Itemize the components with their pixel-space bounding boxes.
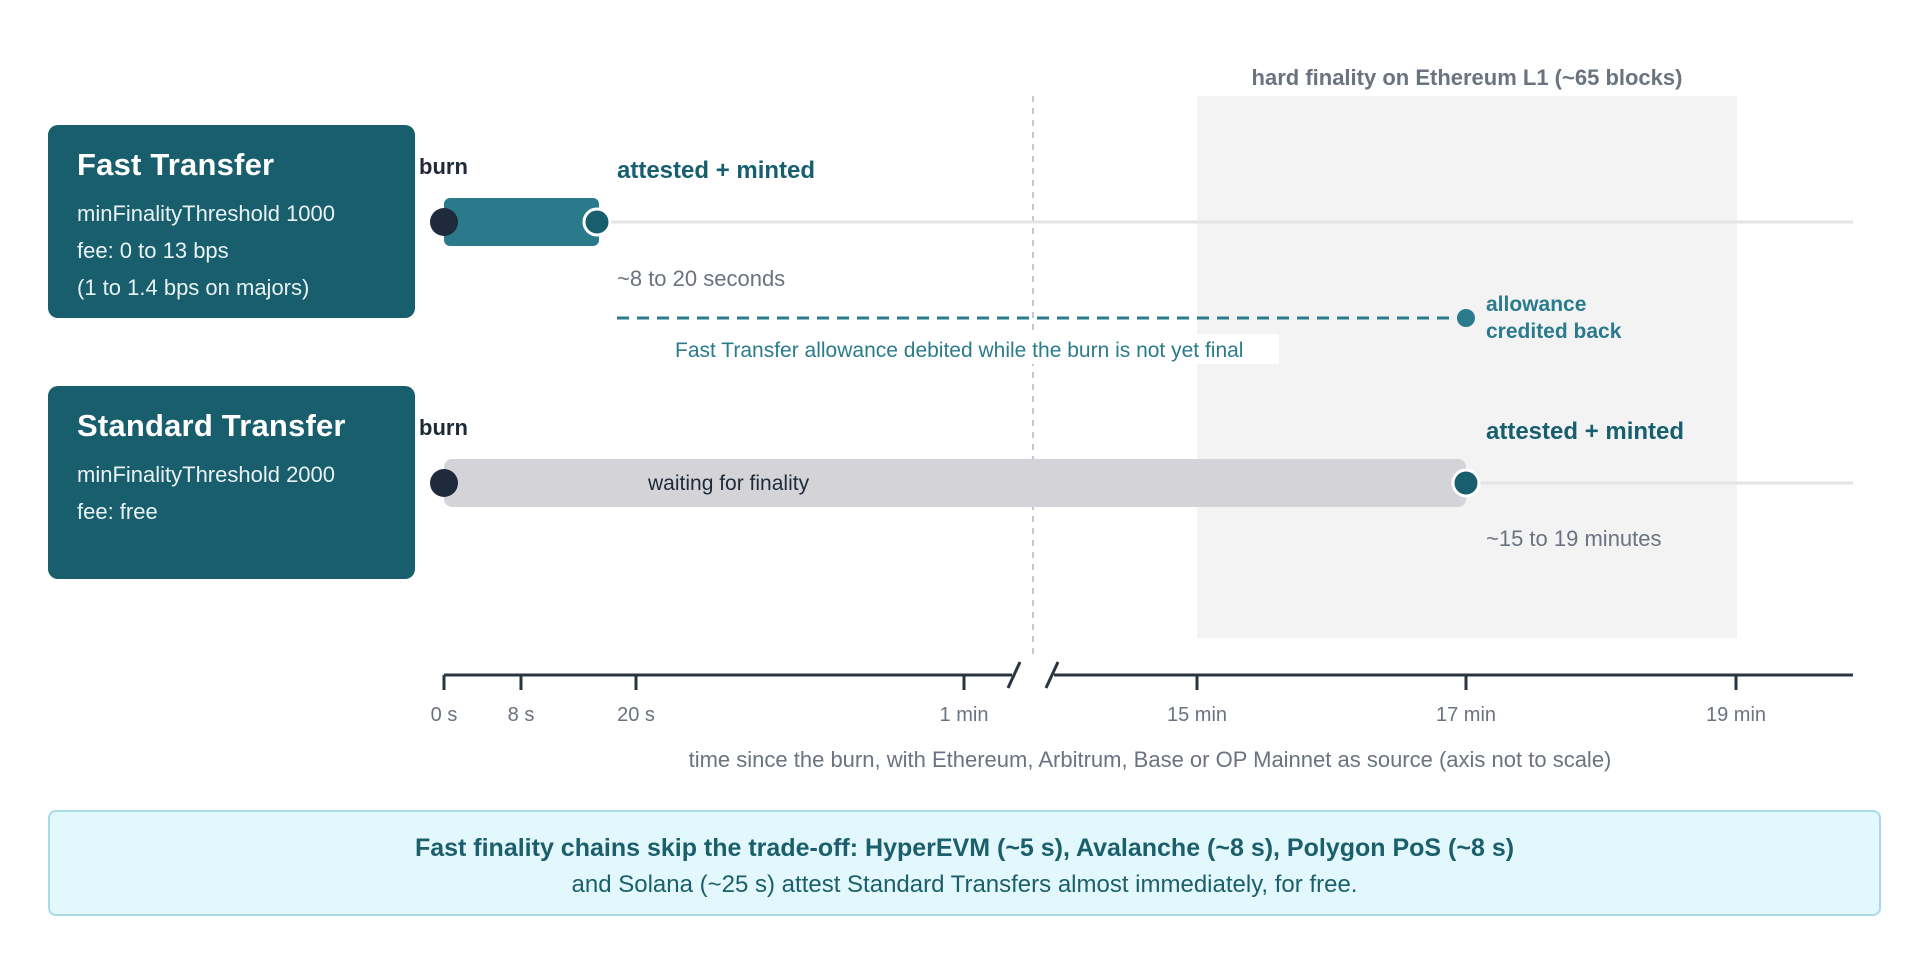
axis-ticks: 0 s 8 s 20 s 1 min 15 min 17 min 19 min — [431, 675, 1766, 726]
allowance-credited-line1: allowance — [1486, 293, 1586, 316]
standard-duration-label: ~15 to 19 minutes — [1486, 526, 1662, 551]
fast-fee-line: fee: 0 to 13 bps — [77, 238, 229, 263]
standard-minted-label: attested + minted — [1486, 418, 1684, 445]
axis-break-mark-left — [1006, 661, 1022, 689]
fast-fee-majors-line: (1 to 1.4 bps on majors) — [77, 275, 310, 300]
allowance-credited-label: allowance credited back — [1486, 293, 1622, 343]
axis-break-mark-right — [1044, 661, 1060, 689]
axis-tick-label-19min: 19 min — [1706, 704, 1766, 726]
axis-tick-label-20s: 20 s — [617, 704, 655, 726]
fast-burn-label: burn — [419, 154, 468, 179]
fast-transfer-title: Fast Transfer — [77, 147, 275, 182]
fast-finality-callout: Fast finality chains skip the trade-off:… — [48, 810, 1881, 916]
fast-minted-dot — [582, 207, 612, 237]
standard-threshold-line: minFinalityThreshold 2000 — [77, 462, 336, 487]
hard-finality-zone — [1197, 96, 1737, 638]
allowance-credited-dot — [1457, 309, 1475, 327]
standard-burn-label: burn — [419, 415, 468, 440]
callout-line-2: and Solana (~25 s) attest Standard Trans… — [571, 871, 1358, 898]
standard-burn-dot — [430, 469, 458, 497]
standard-transfer-card: Standard Transfer minFinalityThreshold 2… — [48, 386, 415, 579]
axis-tick-label-8s: 8 s — [508, 704, 535, 726]
fast-transfer-bar — [444, 198, 599, 246]
allowance-credited-line2: credited back — [1486, 320, 1622, 343]
fast-threshold-line: minFinalityThreshold 1000 — [77, 201, 336, 226]
fast-minted-label: attested + minted — [617, 157, 815, 184]
hard-finality-label: hard finality on Ethereum L1 (~65 blocks… — [1252, 65, 1683, 90]
axis-caption: time since the burn, with Ethereum, Arbi… — [689, 747, 1612, 772]
axis-tick-label-1min: 1 min — [940, 704, 989, 726]
standard-fee-line: fee: free — [77, 499, 158, 524]
fast-transfer-card: Fast Transfer minFinalityThreshold 1000 … — [48, 125, 415, 318]
axis-tick-label-17min: 17 min — [1436, 704, 1496, 726]
fast-duration-label: ~8 to 20 seconds — [617, 266, 785, 291]
allowance-note: Fast Transfer allowance debited while th… — [675, 339, 1243, 362]
standard-transfer-title: Standard Transfer — [77, 408, 346, 443]
waiting-bar-label: waiting for finality — [647, 472, 810, 495]
allowance-note-bg — [672, 334, 1279, 364]
callout-line-1: Fast finality chains skip the trade-off:… — [414, 834, 1515, 862]
axis-tick-label-0s: 0 s — [431, 704, 458, 726]
axis-tick-label-15min: 15 min — [1167, 704, 1227, 726]
standard-minted-dot — [1451, 468, 1481, 498]
waiting-for-finality-bar — [444, 459, 1466, 507]
fast-burn-dot — [430, 208, 458, 236]
